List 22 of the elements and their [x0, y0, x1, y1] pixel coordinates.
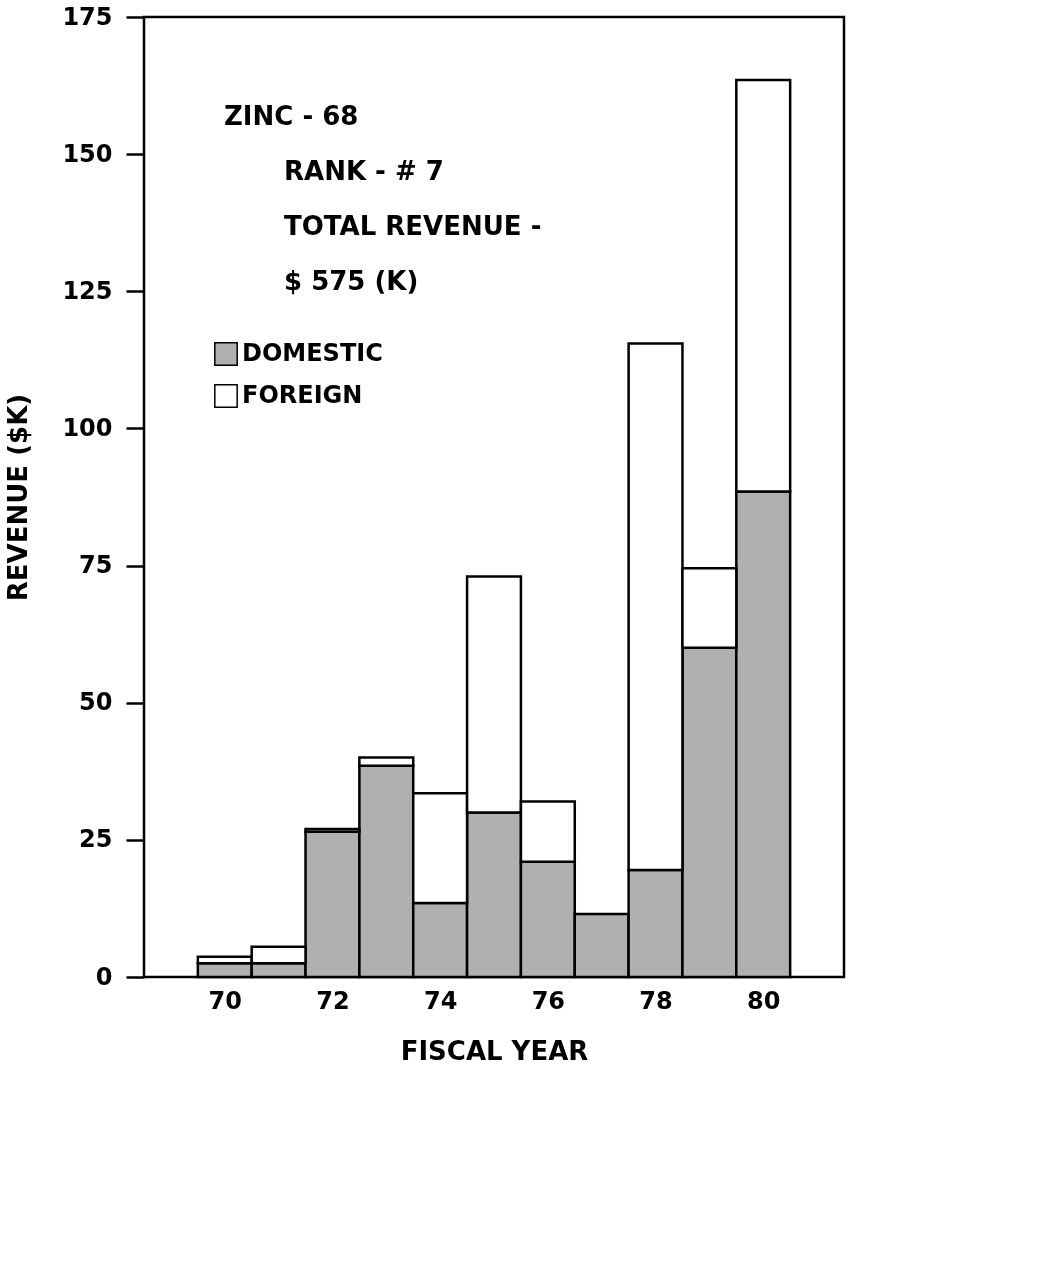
annotation: TOTAL REVENUE - — [284, 211, 542, 241]
y-tick-label: 75 — [79, 551, 113, 580]
y-tick-label: 50 — [79, 688, 113, 717]
legend-label: DOMESTIC — [242, 339, 383, 367]
y-tick-label: 25 — [79, 825, 113, 854]
y-tick-label: 125 — [62, 276, 113, 305]
x-tick-label: 80 — [747, 986, 781, 1015]
x-tick-label: 72 — [316, 986, 350, 1015]
y-tick-label: 175 — [62, 2, 113, 31]
x-tick-label: 76 — [531, 986, 566, 1015]
y-tick-label: 150 — [62, 139, 113, 168]
annotation: $ 575 (K) — [284, 266, 419, 296]
annotation: RANK - # 7 — [284, 156, 444, 186]
x-tick-label: 70 — [208, 986, 242, 1015]
x-tick-label: 74 — [423, 986, 458, 1015]
legend-label: FOREIGN — [242, 381, 363, 409]
y-axis-title: REVENUE ($K) — [3, 393, 34, 602]
x-tick-label: 78 — [639, 986, 673, 1015]
x-axis-title: FISCAL YEAR — [400, 1035, 589, 1066]
y-tick-label: 0 — [95, 962, 113, 991]
y-tick-label: 100 — [62, 413, 113, 442]
annotation: ZINC - 68 — [224, 101, 359, 131]
